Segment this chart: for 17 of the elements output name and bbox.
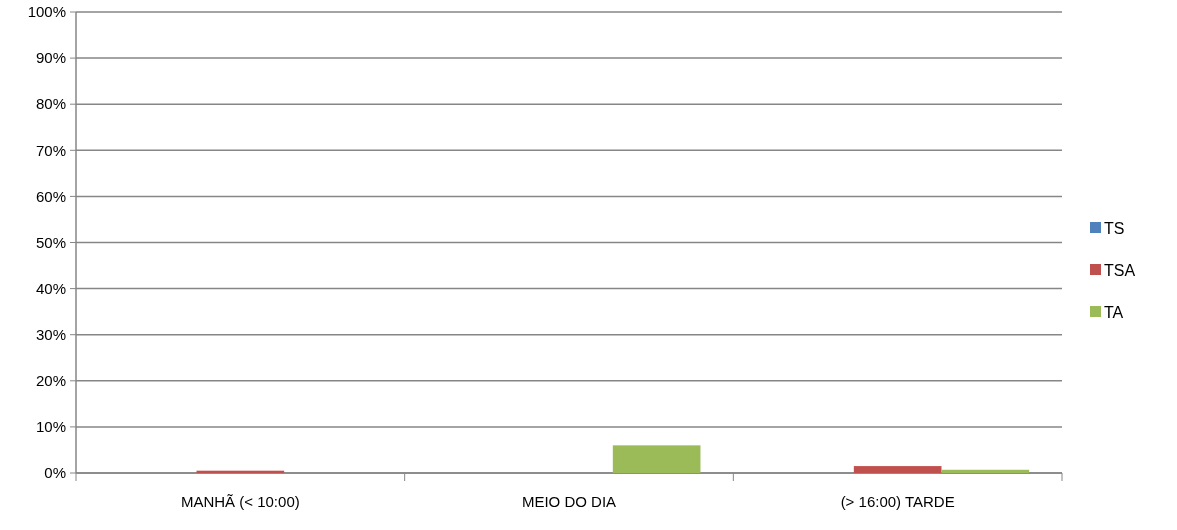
x-tick-label: MEIO DO DIA [521, 493, 617, 510]
y-tick-label: 50% [35, 233, 66, 251]
x-tick-label: (> 16:00) TARDE [840, 493, 955, 510]
y-tick-label: 60% [35, 187, 66, 205]
x-tick-label: MANHÃ (< 10:00) [180, 493, 300, 510]
y-tick-label: 30% [35, 325, 66, 343]
y-tick-label: 70% [35, 141, 66, 159]
legend-label: TS [1104, 219, 1125, 237]
y-tick-label: 100% [27, 3, 66, 21]
legend-label: TSA [1104, 261, 1136, 279]
y-tick-label: 10% [35, 418, 66, 436]
y-tick-label: 20% [35, 372, 66, 390]
y-tick-label: 80% [35, 95, 66, 113]
y-tick-label: 40% [35, 279, 66, 297]
legend-label: TA [1104, 303, 1124, 321]
y-tick-label: 0% [44, 464, 66, 482]
y-tick-label: 90% [35, 49, 66, 67]
